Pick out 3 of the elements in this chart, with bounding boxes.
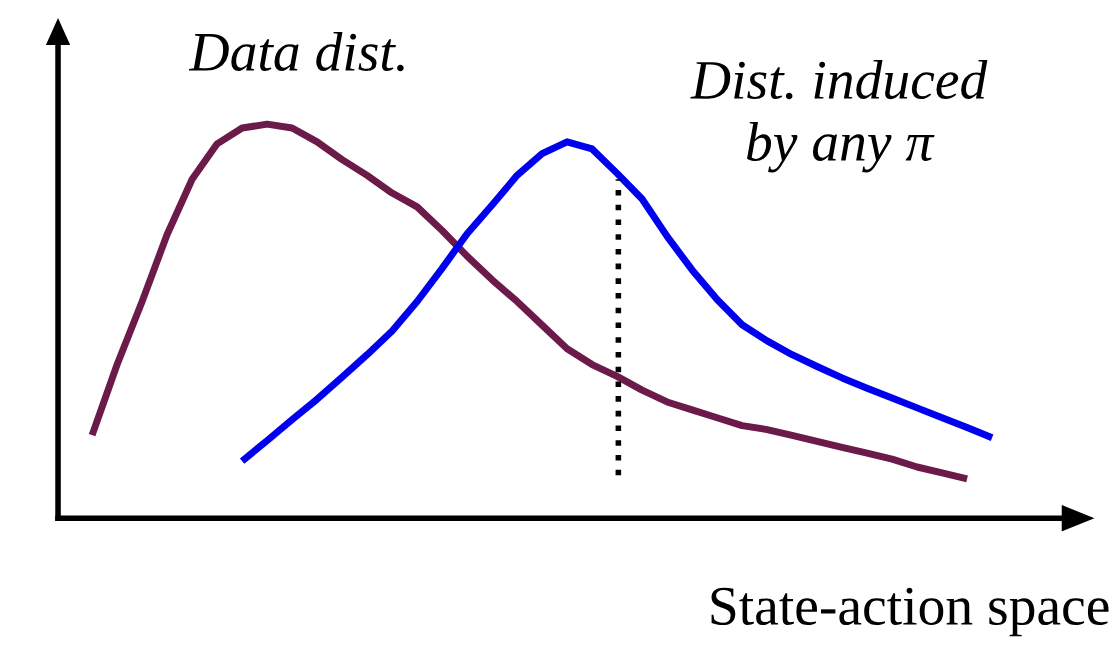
series-label: Dist. induced by any π (690, 59, 988, 173)
x-axis-title: State-action space (711, 587, 1109, 637)
series-label: Data dist. (188, 31, 404, 72)
